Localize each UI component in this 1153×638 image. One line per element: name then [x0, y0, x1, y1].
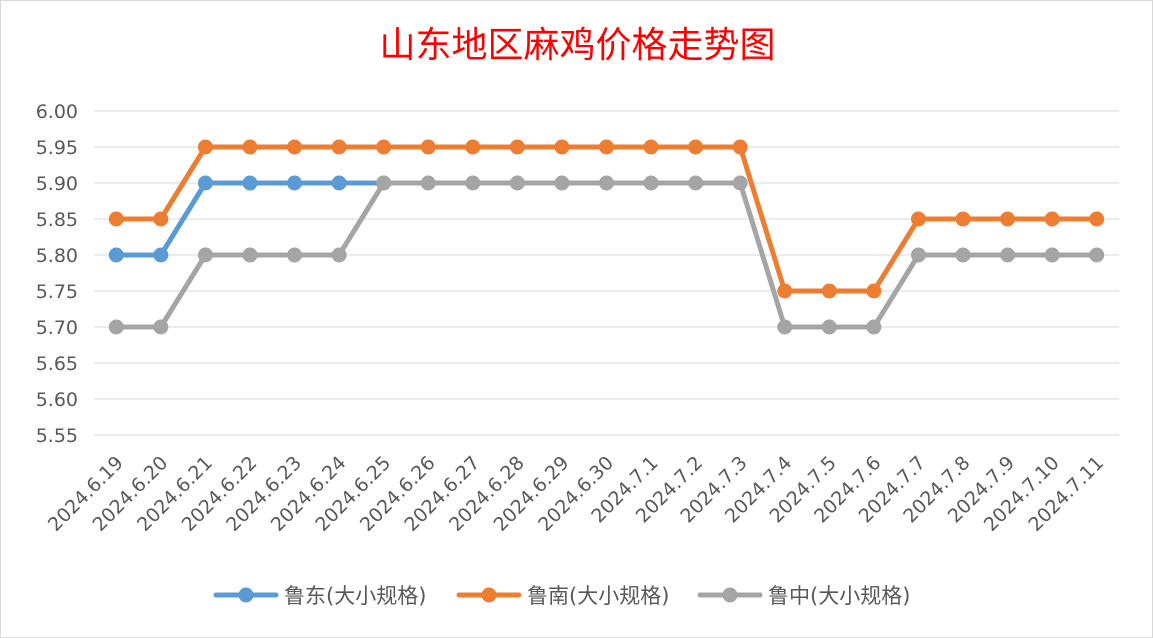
data-point	[821, 283, 837, 299]
data-point	[287, 175, 303, 191]
data-point	[242, 139, 258, 155]
data-point	[554, 175, 570, 191]
data-point	[910, 211, 926, 227]
data-point	[599, 175, 614, 191]
data-point	[821, 319, 837, 335]
y-tick-label: 5.60	[36, 389, 78, 411]
data-point	[108, 247, 124, 263]
data-point	[1089, 247, 1105, 263]
data-point	[287, 139, 303, 155]
data-point	[197, 175, 213, 191]
y-tick-label: 5.55	[36, 425, 78, 447]
y-tick-label: 5.65	[36, 353, 78, 375]
series-2	[108, 175, 1105, 335]
legend-swatch-marker	[481, 587, 497, 603]
data-point	[420, 139, 436, 155]
data-point	[955, 211, 971, 227]
y-tick-label: 6.00	[36, 101, 78, 123]
data-point	[554, 139, 570, 155]
data-point	[866, 283, 882, 299]
data-point	[1044, 247, 1060, 263]
series-1	[108, 139, 1105, 299]
data-point	[643, 139, 659, 155]
y-tick-label: 5.90	[36, 173, 78, 195]
data-point	[153, 247, 169, 263]
data-point	[331, 139, 347, 155]
data-point	[420, 175, 436, 191]
data-point	[1000, 247, 1016, 263]
data-point	[777, 319, 793, 335]
data-point	[153, 319, 169, 335]
data-point	[732, 175, 748, 191]
data-point	[688, 139, 704, 155]
legend-label: 鲁中(大小规格)	[768, 584, 910, 608]
legend: 鲁东(大小规格) 鲁南(大小规格) 鲁中(大小规格)	[213, 584, 910, 608]
y-tick-label: 5.85	[36, 209, 78, 231]
data-point	[153, 211, 169, 227]
data-point	[287, 247, 303, 263]
y-tick-label: 5.95	[36, 137, 78, 159]
data-point	[376, 139, 392, 155]
y-tick-label: 5.75	[36, 281, 78, 303]
legend-swatch-marker	[722, 587, 738, 603]
data-point	[509, 139, 525, 155]
data-point	[331, 247, 347, 263]
data-point	[376, 175, 392, 191]
data-point	[509, 175, 525, 191]
data-point	[108, 211, 124, 227]
legend-label: 鲁南(大小规格)	[527, 584, 669, 608]
y-tick-label: 5.80	[36, 245, 78, 267]
data-point	[1044, 211, 1060, 227]
y-axis-ticks: 6.00 5.95 5.90 5.85 5.80 5.75 5.70 5.65 5.60 5.55	[36, 101, 78, 447]
x-axis-ticks: 2024.6.192024.6.202024.6.212024.6.222024…	[44, 452, 1108, 536]
gridlines	[94, 110, 1119, 436]
legend-item: 鲁中(大小规格)	[697, 584, 910, 608]
y-tick-label: 5.70	[36, 317, 78, 339]
legend-item: 鲁东(大小规格)	[213, 584, 426, 608]
series-lines	[108, 139, 1105, 335]
legend-swatch-marker	[238, 587, 254, 603]
chart-title: 山东地区麻鸡价格走势图	[379, 25, 776, 66]
legend-item: 鲁南(大小规格)	[456, 584, 669, 608]
data-point	[242, 175, 258, 191]
data-point	[688, 175, 704, 191]
data-point	[331, 175, 347, 191]
data-point	[732, 139, 748, 155]
data-point	[599, 139, 614, 155]
data-point	[197, 247, 213, 263]
legend-label: 鲁东(大小规格)	[284, 584, 426, 608]
data-point	[1000, 211, 1016, 227]
data-point	[643, 175, 659, 191]
data-point	[108, 319, 124, 335]
data-point	[465, 175, 481, 191]
data-point	[1089, 211, 1105, 227]
data-point	[866, 319, 882, 335]
data-point	[242, 247, 258, 263]
data-point	[955, 247, 971, 263]
data-point	[777, 283, 793, 299]
data-point	[465, 139, 481, 155]
data-point	[910, 247, 926, 263]
data-point	[197, 139, 213, 155]
